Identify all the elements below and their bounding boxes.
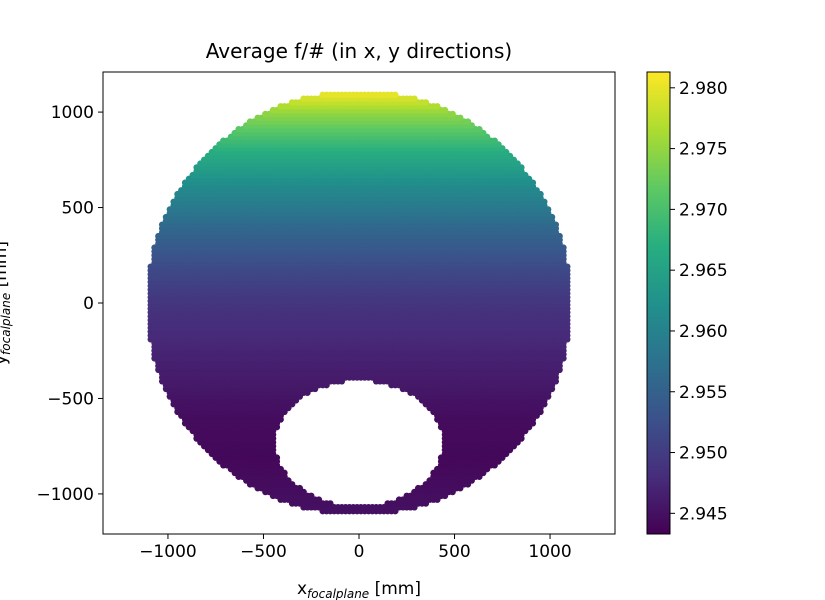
scatter-point — [296, 484, 304, 492]
chart-title: Average f/# (in x, y directions) — [206, 39, 512, 63]
scatter-points — [147, 91, 571, 515]
scatter-point — [307, 492, 315, 500]
scatter-point — [315, 496, 323, 503]
scatter-point — [327, 500, 334, 507]
